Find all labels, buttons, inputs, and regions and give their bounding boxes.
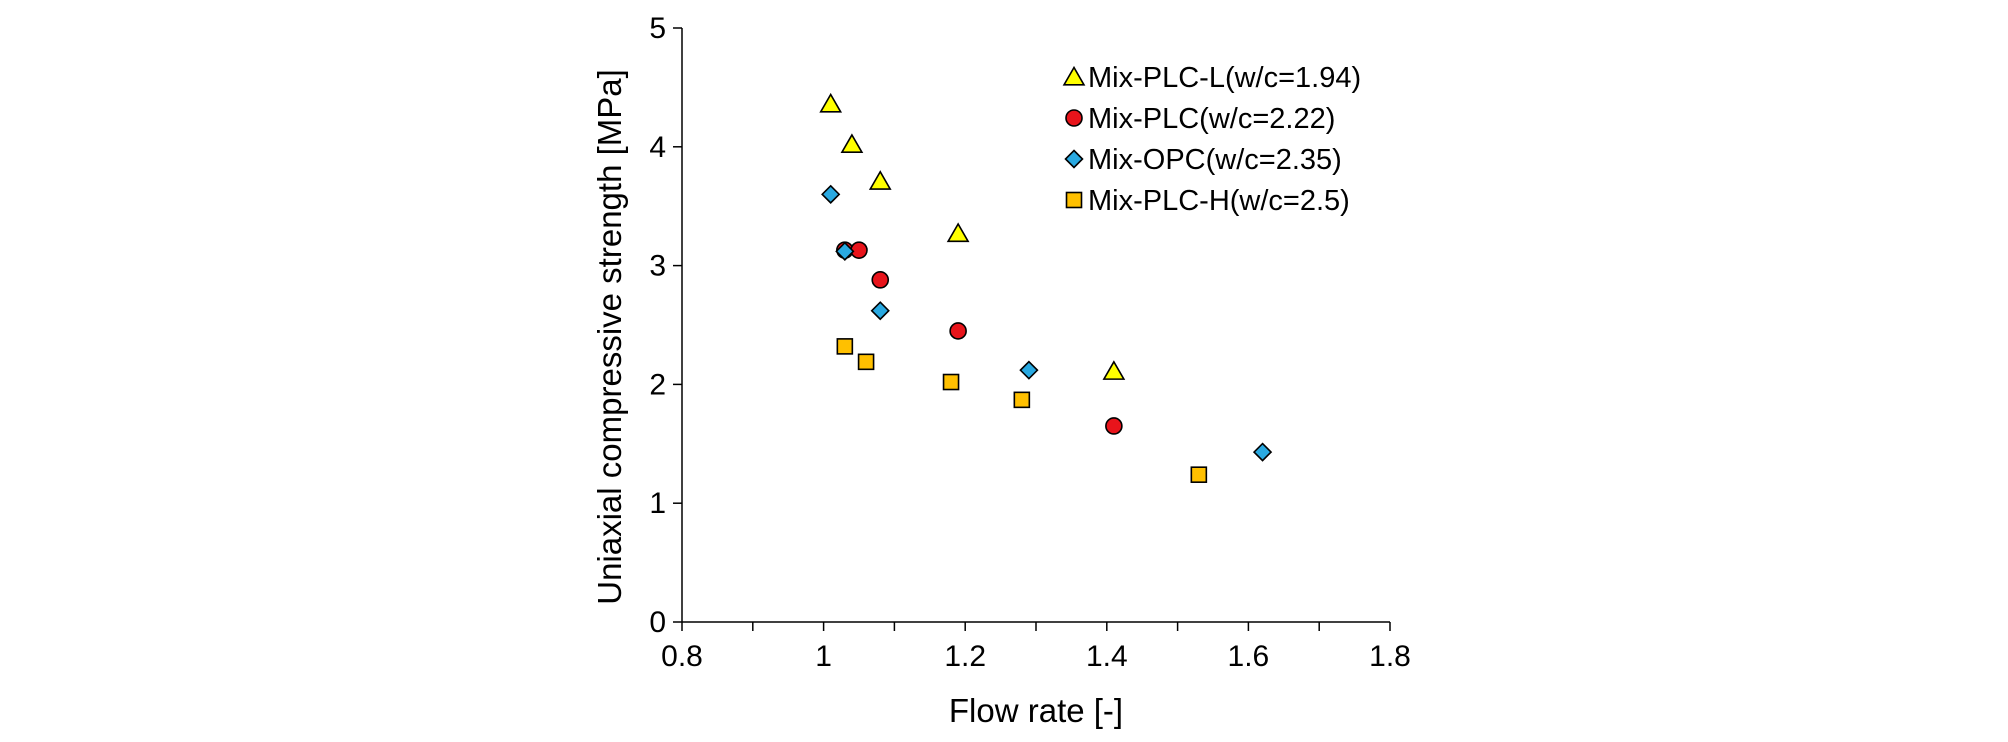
circle-data-point: [850, 241, 868, 259]
x-axis-title: Flow rate [-]: [949, 692, 1123, 729]
square-data-point: [1013, 391, 1031, 409]
x-tick-label: 1: [815, 640, 832, 673]
square-data-point: [857, 353, 875, 371]
x-ticks: 0.8 1 1.2 1.4 1.6 1.8: [661, 622, 1411, 673]
square-data-point: [836, 338, 854, 355]
legend-triangle-marker: [1062, 65, 1086, 86]
x-tick-label: 1.2: [944, 640, 986, 673]
triangle-data-point: [840, 133, 864, 154]
circle-data-point: [1105, 417, 1123, 435]
y-ticks: 0 1 2 3 4 5: [649, 12, 682, 639]
x-tick-label: 1.6: [1228, 640, 1270, 673]
diamond-data-point: [1252, 442, 1273, 462]
legend-label: Mix-PLC-L(w/c=1.94): [1088, 62, 1361, 94]
legend: Mix-PLC-L(w/c=1.94) Mix-PLC(w/c=2.22) Mix-…: [1062, 62, 1361, 217]
legend-item: Mix-OPC(w/c=2.35): [1064, 144, 1342, 176]
circle-data-point: [871, 271, 890, 289]
legend-label: Mix-PLC(w/c=2.22): [1088, 103, 1335, 135]
triangle-data-point: [819, 92, 843, 113]
diamond-data-point: [870, 301, 890, 321]
legend-square-marker: [1065, 191, 1083, 209]
triangle-data-point: [1102, 360, 1126, 380]
x-tick-label: 1.8: [1369, 640, 1411, 673]
diamond-data-point: [1019, 360, 1039, 380]
data-points: [819, 92, 1273, 483]
y-axis-title: Uniaxial compressive strength [MPa]: [591, 69, 628, 605]
y-tick-label: 4: [649, 131, 666, 164]
legend-circle-marker: [1065, 109, 1083, 127]
square-data-point: [942, 373, 960, 391]
diamond-data-point: [821, 184, 841, 204]
y-tick-label: 0: [649, 606, 666, 639]
diamond-data-point: [835, 241, 855, 261]
y-tick-label: 3: [649, 250, 666, 283]
square-data-point: [1190, 466, 1208, 483]
legend-label: Mix-OPC(w/c=2.35): [1088, 144, 1342, 176]
series-triangle: [819, 92, 1126, 380]
y-tick-label: 2: [649, 368, 666, 401]
x-tick-label: 1.4: [1086, 640, 1128, 673]
legend-item: Mix-PLC(w/c=2.22): [1065, 103, 1335, 135]
y-tick-label: 1: [649, 487, 666, 520]
legend-diamond-marker: [1064, 149, 1084, 169]
y-tick-label: 5: [649, 12, 666, 45]
triangle-data-point: [868, 170, 892, 190]
triangle-data-point: [946, 222, 970, 243]
series-square: [836, 338, 1208, 483]
legend-item: Mix-PLC-L(w/c=1.94): [1062, 62, 1361, 94]
x-tick-label: 0.8: [661, 640, 703, 673]
series-circle: [836, 241, 1123, 435]
legend-item: Mix-PLC-H(w/c=2.5): [1065, 185, 1350, 217]
circle-data-point: [949, 322, 967, 340]
series-diamond: [821, 184, 1273, 462]
legend-label: Mix-PLC-H(w/c=2.5): [1088, 185, 1350, 217]
